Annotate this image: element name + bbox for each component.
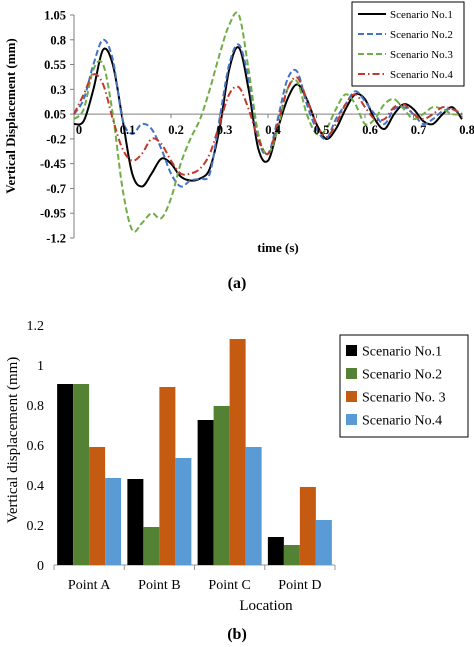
bar-point-d-scenario-no-2 [283, 545, 300, 565]
bar-chart-axes [53, 564, 336, 570]
legend-swatch-scenario-no-2 [346, 368, 357, 379]
x-tick-label: 0.2 [168, 123, 184, 137]
bar-chart-legend: Scenario No.1 Scenario No.2 Scenario No. 3… [339, 334, 469, 438]
legend-label-scenario-no-4: Scenario No.4 [390, 69, 453, 81]
y-tick-label: 0.3 [50, 83, 66, 97]
x-tick-label: 0.8 [459, 123, 474, 137]
y-tick-label: -0.2 [46, 132, 66, 146]
x-tick-label: Point D [278, 578, 321, 593]
x-tick-label: 0.6 [362, 123, 378, 137]
bar-point-a-scenario-no-2 [73, 384, 90, 565]
y-tick-label: -1.2 [46, 232, 66, 246]
bar-chart-ylabel: Vertical displacement (mm) [5, 357, 21, 524]
legend-box [339, 334, 469, 438]
legend-label-scenario-no-2: Scenario No.2 [362, 368, 442, 383]
legend-label-scenario-no-2: Scenario No.2 [390, 29, 453, 41]
bar-point-b-scenario-no-3 [159, 387, 176, 565]
series-line-scenario-no-1 [73, 46, 463, 188]
caption-b: (b) [227, 626, 247, 643]
bar-point-c-scenario-no-1 [197, 420, 214, 565]
y-tick-label: -0.95 [40, 207, 66, 221]
y-tick-label: 0.05 [44, 108, 66, 122]
line-chart-tick-labels: 1.05 0.8 0.55 0.3 0.05 -0.2 -0.45 -0.7 -0.95 -1.2… [40, 9, 474, 246]
bar-point-c-scenario-no-2 [213, 406, 230, 565]
legend-swatch-scenario-no-4 [346, 414, 357, 425]
bar-point-d-scenario-no-3 [299, 487, 316, 565]
y-tick-label: 0 [37, 559, 44, 574]
line-chart-xlabel: time (s) [257, 240, 299, 255]
x-tick-label: 0.1 [120, 123, 136, 137]
x-tick-label: Point C [208, 578, 250, 593]
line-chart-a: 1.05 0.8 0.55 0.3 0.05 -0.2 -0.45 -0.7 -0.95 -1.2… [3, 1, 474, 292]
bar-point-d-scenario-no-1 [267, 537, 284, 565]
y-tick-label: -0.7 [46, 182, 66, 196]
legend-label-scenario-no-4: Scenario No.4 [362, 414, 442, 429]
legend-box [351, 1, 465, 87]
bar-point-a-scenario-no-3 [89, 447, 106, 565]
x-tick-label: Point B [138, 578, 180, 593]
line-chart-ylabel: Vertical Displacement (mm) [3, 38, 18, 193]
bar-chart-xlabel: Location [239, 598, 293, 614]
bar-point-a-scenario-no-1 [57, 384, 74, 565]
y-tick-label: 0.4 [27, 479, 45, 494]
bar-point-b-scenario-no-1 [127, 479, 144, 565]
bar-chart-tick-labels: 0 0.2 0.4 0.6 0.8 1 1.2 Point A Point B Point C Po… [27, 319, 322, 593]
legend-label-scenario-no-1: Scenario No.1 [390, 9, 453, 21]
line-chart-series [73, 11, 463, 233]
legend-label-scenario-no-1: Scenario No.1 [362, 345, 442, 360]
y-tick-label: 1 [37, 359, 44, 374]
series-line-scenario-no-3 [73, 11, 463, 233]
bar-chart-bars [57, 339, 332, 565]
legend-label-scenario-no-3: Scenario No. 3 [362, 391, 446, 406]
x-tick-label: 0.5 [314, 123, 330, 137]
bar-point-c-scenario-no-4 [245, 447, 262, 565]
bar-point-d-scenario-no-4 [315, 520, 332, 565]
y-tick-label: 0.2 [27, 519, 45, 534]
y-tick-label: 0.6 [27, 439, 45, 454]
bar-point-c-scenario-no-3 [229, 339, 246, 565]
x-tick-label: 0 [76, 123, 82, 137]
bar-point-b-scenario-no-4 [175, 458, 192, 565]
legend-swatch-scenario-no-1 [346, 345, 357, 356]
y-tick-label: 0.55 [44, 58, 66, 72]
legend-swatch-scenario-no-3 [346, 391, 357, 402]
series-line-scenario-no-4 [73, 73, 463, 176]
x-tick-label: Point A [68, 578, 111, 593]
bar-point-b-scenario-no-2 [143, 527, 160, 565]
y-tick-label: 1.2 [27, 319, 45, 334]
line-chart-legend: Scenario No.1 Scenario No.2 Scenario No.3 S… [351, 1, 465, 87]
legend-label-scenario-no-3: Scenario No.3 [390, 49, 453, 61]
y-tick-label: 0.8 [27, 399, 45, 414]
caption-a: (a) [228, 275, 247, 292]
y-tick-label: -0.45 [40, 157, 66, 171]
bar-point-a-scenario-no-4 [105, 478, 122, 565]
y-tick-label: 0.8 [50, 33, 66, 47]
bar-chart-b: 0 0.2 0.4 0.6 0.8 1 1.2 Point A Point B Point C Po… [5, 319, 469, 643]
y-tick-label: 1.05 [44, 9, 66, 23]
x-tick-label: 0.4 [265, 123, 281, 137]
x-tick-label: 0.7 [411, 123, 427, 137]
x-tick-label: 0.3 [217, 123, 233, 137]
